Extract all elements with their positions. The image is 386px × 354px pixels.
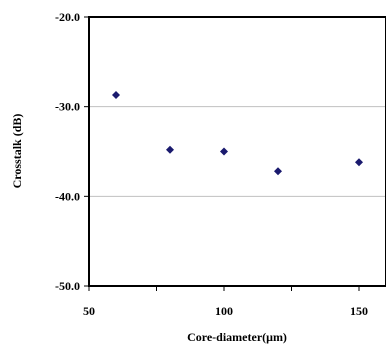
- data-points: [112, 91, 363, 176]
- gridlines: [89, 106, 386, 197]
- data-point: [355, 158, 363, 167]
- data-point: [220, 147, 228, 156]
- data-point: [166, 145, 174, 154]
- data-point: [274, 167, 282, 176]
- y-axis-title: Crosstalk (dB): [10, 114, 24, 189]
- y-tick-label: -50.0: [55, 279, 80, 293]
- y-tick-label: -20.0: [55, 10, 80, 24]
- x-tick-label: 50: [83, 304, 95, 318]
- x-tick-label: 100: [215, 304, 233, 318]
- y-tick-label: -40.0: [55, 189, 80, 203]
- x-tick-label: 150: [350, 304, 368, 318]
- data-point: [112, 91, 120, 100]
- x-axis: 50 100 150: [83, 286, 368, 318]
- plot-area-frame: [88, 16, 386, 287]
- x-axis-title: Core-diameter(μm): [187, 330, 287, 344]
- y-axis: -20.0 -30.0 -40.0 -50.0: [55, 10, 89, 293]
- y-tick-label: -30.0: [55, 100, 80, 114]
